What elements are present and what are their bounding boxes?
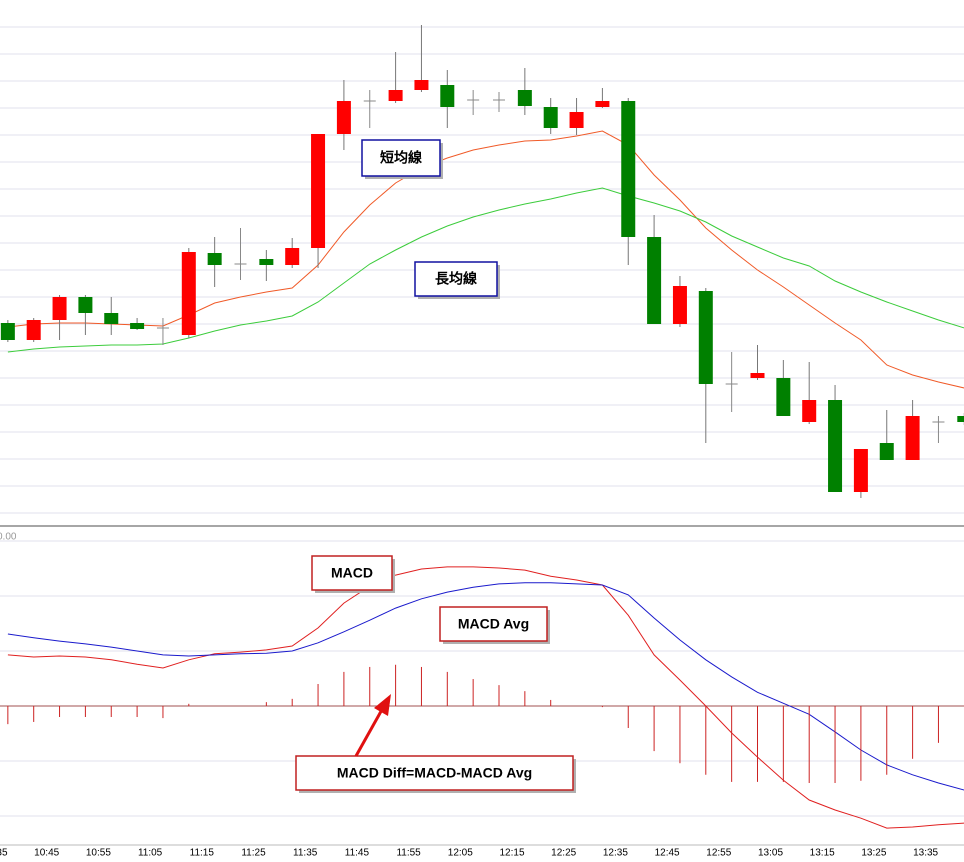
- label-box: [295, 755, 574, 791]
- x-tick-label: 12:45: [655, 848, 680, 859]
- label-box: [439, 606, 548, 642]
- x-tick-label: 11:55: [396, 848, 421, 859]
- candle-body: [853, 449, 868, 492]
- grid: [0, 26, 964, 817]
- x-tick-label: 10:45: [34, 848, 59, 859]
- candle-body: [104, 313, 119, 324]
- candle-body: [879, 443, 894, 460]
- candle-body: [52, 297, 67, 320]
- candle-body: [802, 400, 817, 422]
- x-tick-label: 10:55: [86, 848, 111, 859]
- label-box: [311, 555, 393, 591]
- label-text: MACD Avg: [458, 616, 529, 632]
- series-line: [7, 187, 964, 353]
- label-text: 短均線: [380, 150, 422, 166]
- candle-body: [440, 85, 455, 107]
- candle-body: [698, 291, 713, 384]
- candle-body: [750, 373, 765, 378]
- x-tick-label: 12:05: [448, 848, 473, 859]
- x-tick-label: 13:35: [913, 848, 938, 859]
- candle-body: [543, 107, 558, 128]
- series-line: [7, 582, 964, 791]
- x-tick-label: 10:35: [0, 848, 8, 859]
- candle-body: [26, 320, 41, 340]
- x-tick-label: 11:05: [138, 848, 163, 859]
- x-tick-label: 12:55: [706, 848, 731, 859]
- label-text: 長均線: [435, 271, 477, 287]
- candle-body: [647, 237, 662, 324]
- label-text: MACD: [331, 565, 373, 581]
- series-line: [7, 130, 964, 389]
- candle-body: [388, 90, 403, 101]
- x-tick-label: 13:15: [810, 848, 835, 859]
- x-tick-label: 11:25: [241, 848, 266, 859]
- candle-body: [776, 378, 791, 416]
- candle-body: [336, 101, 351, 134]
- candle-body: [595, 101, 610, 107]
- x-tick-label: 13:25: [861, 848, 886, 859]
- axis-label: 0.00: [0, 532, 17, 543]
- label-box: [361, 139, 441, 177]
- candle-body: [311, 134, 326, 248]
- x-tick-label: 12:15: [499, 848, 524, 859]
- candle-body: [517, 90, 532, 106]
- candle-body: [207, 253, 222, 265]
- x-tick-label: 11:35: [293, 848, 318, 859]
- candle-body: [0, 323, 15, 340]
- arrow: [354, 694, 391, 757]
- candle-body: [285, 248, 300, 265]
- candle-body: [181, 252, 196, 335]
- candle-body: [414, 80, 429, 90]
- x-tick-label: 11:45: [345, 848, 370, 859]
- x-tick-label: 13:05: [758, 848, 783, 859]
- candle-body: [569, 112, 584, 128]
- candle-body: [259, 259, 274, 265]
- label-box: [414, 261, 498, 297]
- candle-body: [957, 416, 964, 422]
- x-tick-label: 12:25: [551, 848, 576, 859]
- candle-body: [621, 101, 636, 237]
- candle-body: [905, 416, 920, 460]
- series-line: [7, 566, 964, 829]
- candle-body: [78, 297, 93, 313]
- candle-body: [828, 400, 843, 492]
- x-tick-label: 11:15: [190, 848, 215, 859]
- arrow-shaft: [354, 705, 386, 757]
- candle-body: [672, 286, 687, 324]
- arrow-head: [374, 694, 391, 716]
- marks: 10:35 10:45 10:55 11:05 11:15 11:25 11:35 11:45…: [0, 25, 964, 859]
- x-tick-label: 12:35: [603, 848, 628, 859]
- candle-body: [130, 323, 145, 329]
- label-text: MACD Diff=MACD-MACD Avg: [337, 765, 532, 781]
